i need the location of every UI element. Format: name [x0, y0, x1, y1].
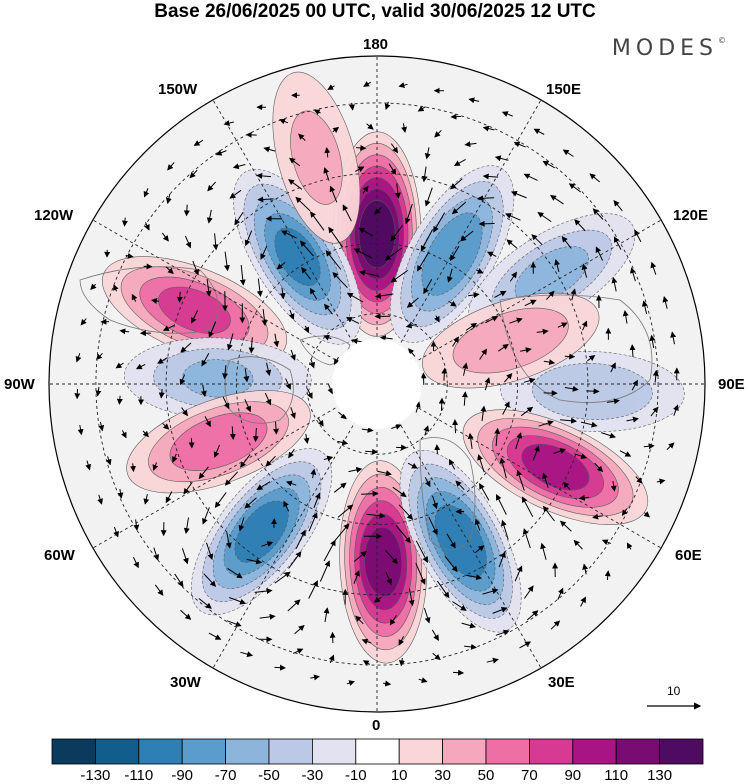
lon-label-30w: 30W	[170, 674, 201, 691]
colorbar-tick-label: -110	[124, 767, 153, 784]
lon-label-0: 0	[372, 717, 380, 734]
colorbar-tick-label: -130	[80, 767, 110, 784]
wind-vector	[437, 445, 438, 454]
colorbar-swatch	[399, 739, 442, 764]
colorbar-swatch	[312, 739, 355, 764]
colorbar-swatch	[182, 739, 225, 764]
lon-label-30e: 30E	[548, 674, 575, 691]
colorbar-tick-label: 10	[391, 767, 408, 784]
colorbar-swatch	[52, 739, 95, 764]
lon-label-120e: 120E	[673, 207, 708, 224]
colorbar-swatch	[486, 739, 529, 764]
wind-vector	[361, 494, 378, 495]
wind-vector	[180, 292, 181, 302]
lon-label-150w: 150W	[158, 81, 197, 98]
colorbar	[52, 739, 703, 764]
wind-vector	[119, 396, 120, 404]
colorbar-tick-label: -30	[302, 767, 324, 784]
colorbar-swatch	[226, 739, 269, 764]
colorbar-tick-label: 70	[521, 767, 538, 784]
lon-label-180: 180	[363, 36, 388, 53]
colorbar-swatch	[356, 739, 399, 764]
wind-vector	[453, 672, 463, 673]
wind-vector	[187, 205, 188, 216]
colorbar-swatch	[660, 739, 703, 764]
colorbar-tick-label: 50	[478, 767, 495, 784]
wind-vector	[455, 420, 456, 433]
wind-vector	[480, 224, 495, 225]
pole-hole	[332, 339, 422, 429]
wind-vector	[275, 667, 286, 668]
colorbar-swatch	[529, 739, 572, 764]
colorbar-tick-label: -90	[171, 767, 193, 784]
colorbar-tick-label: 130	[647, 767, 672, 784]
lon-label-120w: 120W	[34, 207, 73, 224]
colorbar-tick-label: -50	[258, 767, 280, 784]
colorbar-swatch	[95, 739, 138, 764]
lon-label-90e: 90E	[718, 376, 745, 393]
colorbar-swatch	[573, 739, 616, 764]
colorbar-tick-label: 110	[604, 767, 628, 784]
colorbar-swatch	[269, 739, 312, 764]
lon-label-90w: 90W	[4, 376, 35, 393]
colorbar-tick-label: -70	[215, 767, 237, 784]
wind-vector	[478, 198, 494, 199]
lon-label-60e: 60E	[675, 547, 702, 564]
colorbar-tick-label: 90	[564, 767, 581, 784]
brand-logo: MODES©	[612, 36, 726, 61]
chart-title: Base 26/06/2025 00 UTC, valid 30/06/2025…	[0, 1, 750, 23]
colorbar-swatch	[616, 739, 659, 764]
colorbar-tick-label: 30	[434, 767, 451, 784]
lon-label-150e: 150E	[546, 81, 581, 98]
colorbar-swatch	[139, 739, 182, 764]
colorbar-tick-label: -10	[345, 767, 367, 784]
wind-vector	[451, 116, 461, 117]
wind-vector	[441, 399, 442, 411]
wind-vector	[125, 218, 126, 226]
colorbar-swatch	[443, 739, 486, 764]
lon-label-60w: 60W	[44, 547, 75, 564]
wind-vector	[191, 438, 192, 447]
reference-vector-label: 10	[667, 684, 680, 698]
wind-vector	[356, 148, 365, 149]
